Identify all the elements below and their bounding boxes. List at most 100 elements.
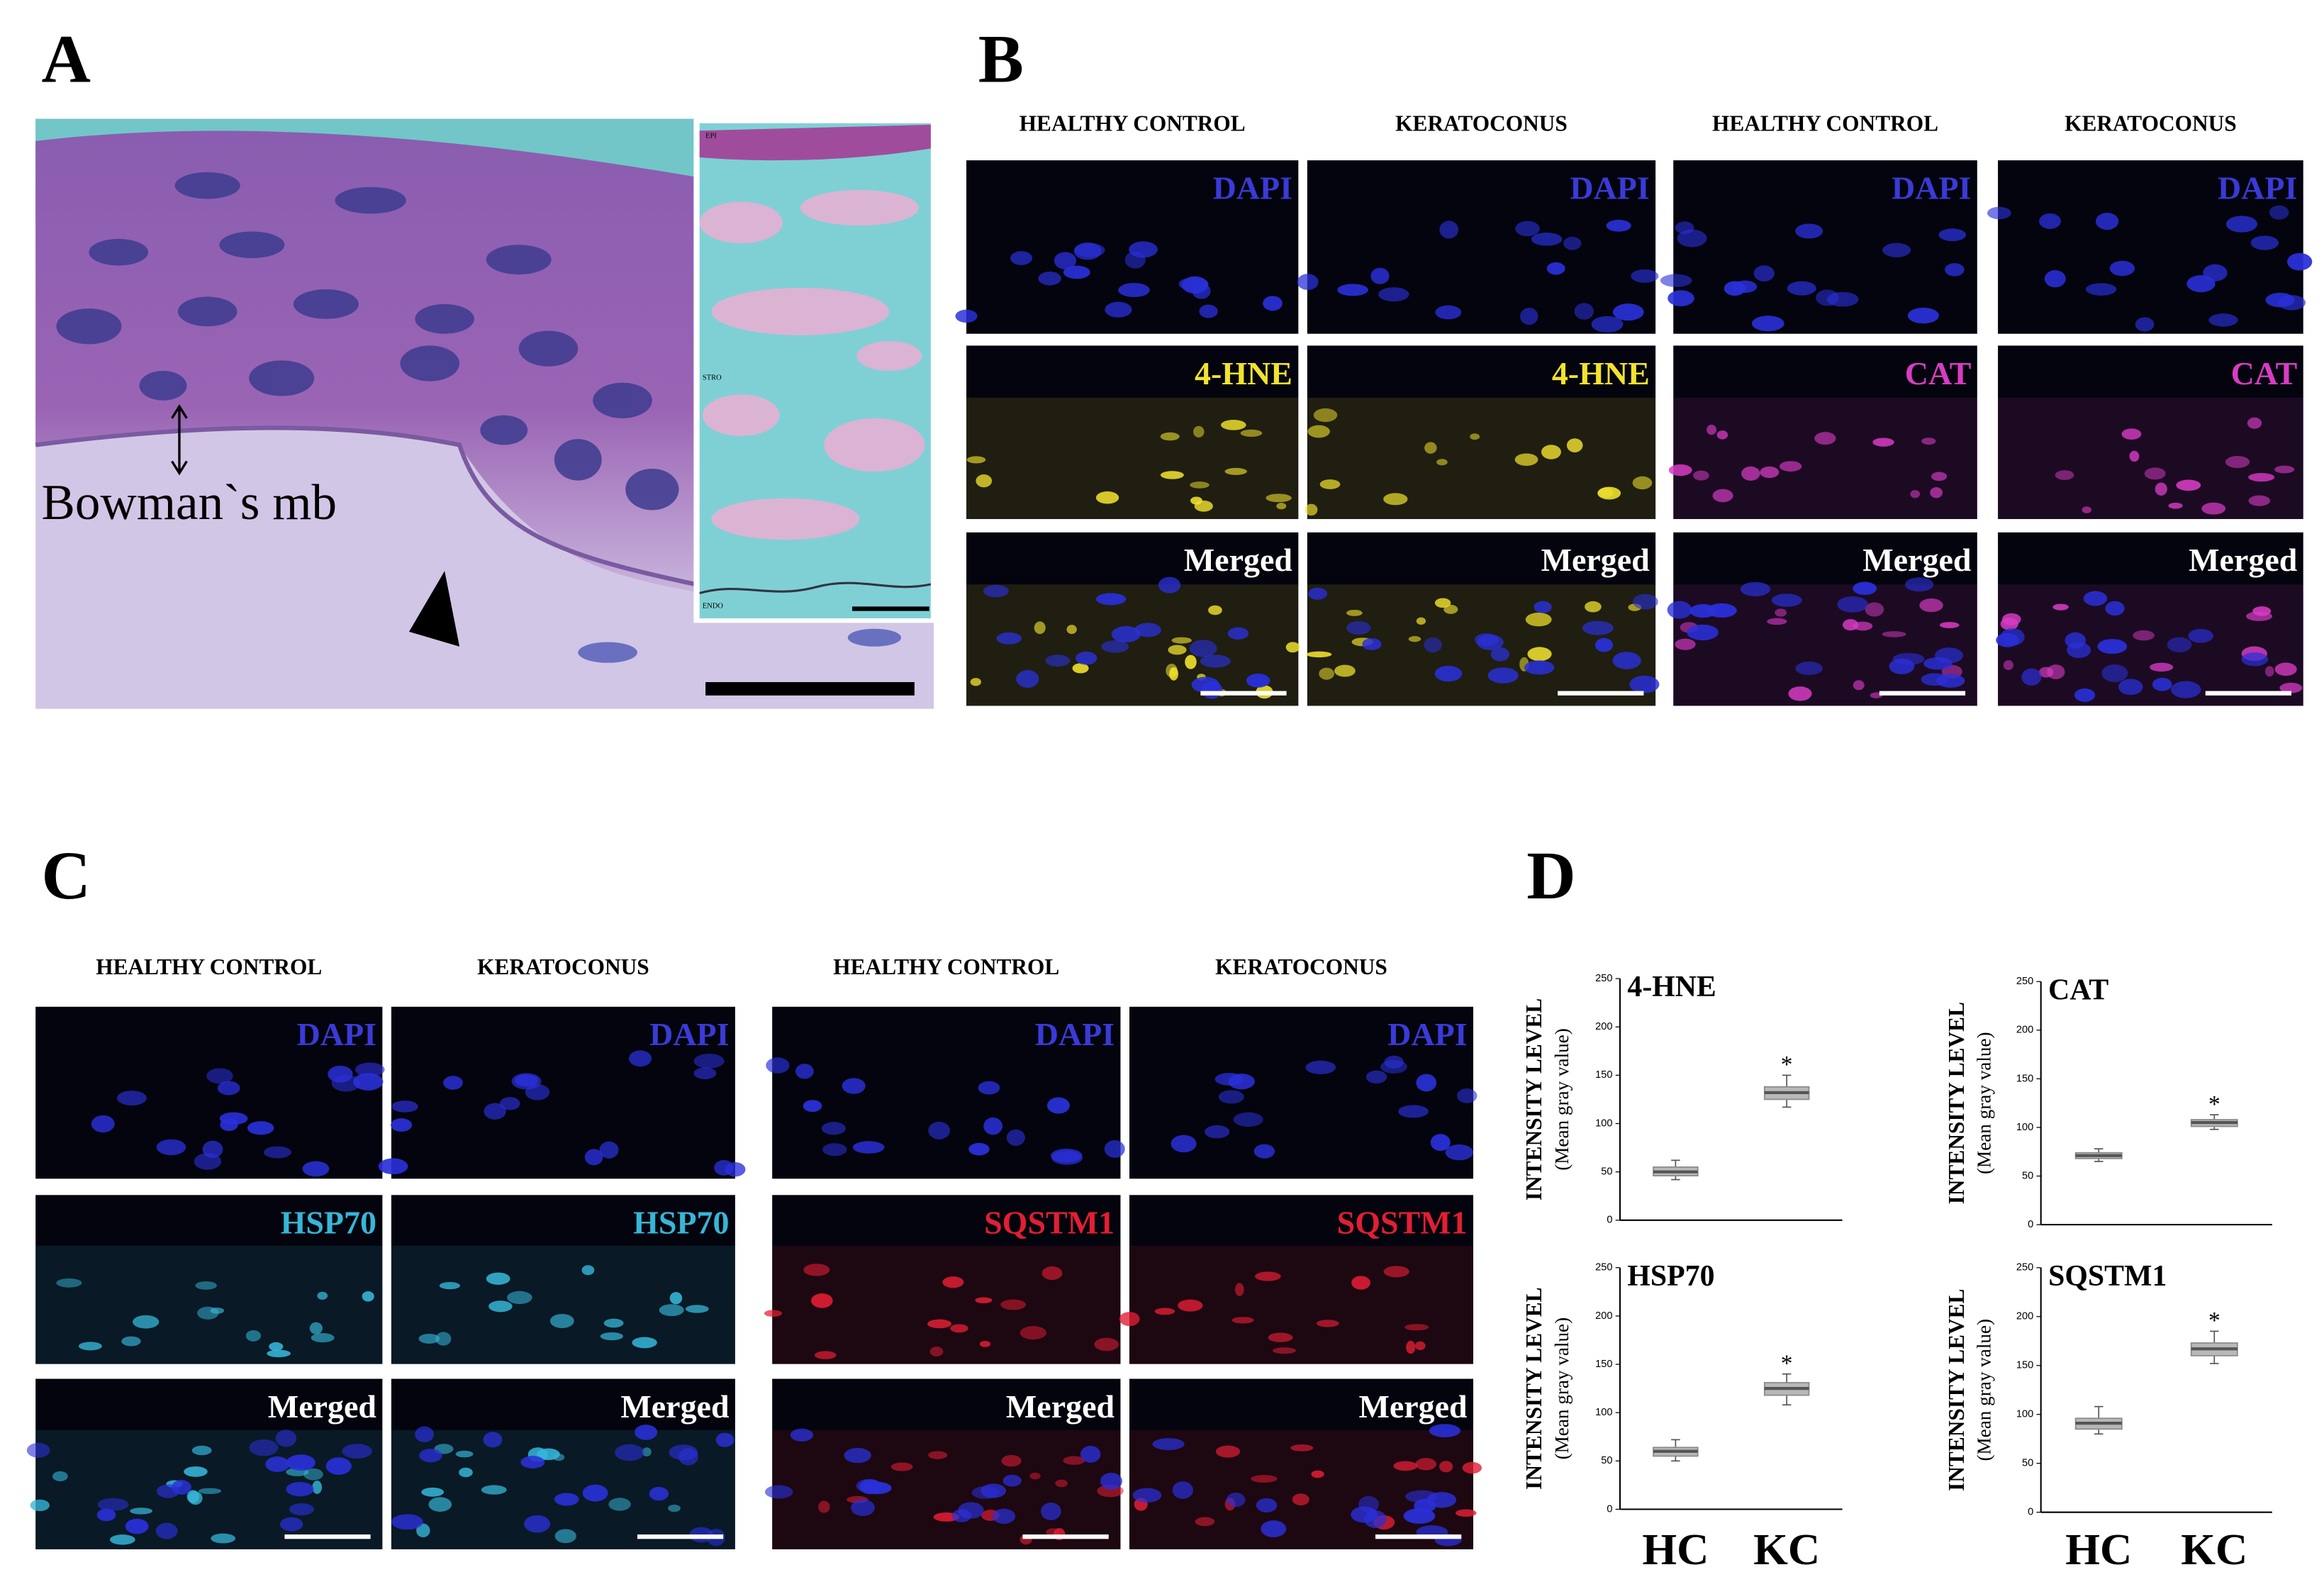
nucleus (1041, 1503, 1061, 1520)
micrograph: CAT (1668, 345, 1977, 520)
nucleus (2167, 637, 2192, 653)
stain-spot (2133, 630, 2155, 641)
nucleus (1751, 316, 1784, 332)
stain-spot (1290, 1444, 1314, 1451)
stain-spot (1351, 1276, 1370, 1290)
stain-spot (56, 1278, 82, 1288)
stain-label: CAT (1905, 355, 1972, 391)
y-tick-label: 250 (2016, 976, 2033, 987)
y-tick-label: 250 (1595, 973, 1612, 984)
nucleus (1424, 637, 1442, 653)
stain-spot (1311, 1470, 1324, 1478)
nucleus (1370, 267, 1390, 284)
stain-spot (1438, 1461, 1453, 1473)
y-axis-label: INTENSITY LEVEL (1521, 1287, 1546, 1489)
stain-spot (199, 1488, 222, 1495)
stain-spot (109, 1534, 135, 1545)
micrograph-bg (1307, 160, 1656, 334)
nucleus (1515, 221, 1540, 237)
micrograph-bg (1129, 1195, 1474, 1364)
nucleus (2152, 677, 2172, 691)
stain-spot (814, 1351, 837, 1359)
stain-spot (2055, 470, 2074, 480)
stain-label: CAT (2231, 355, 2298, 391)
nucleus (635, 1425, 658, 1440)
nucleus (992, 1508, 1016, 1525)
nucleus (582, 1484, 608, 1502)
stain-spot (1931, 472, 1948, 481)
stain-haze (1307, 397, 1656, 520)
y-tick-label: 200 (2016, 1025, 2033, 1036)
nucleus (2000, 628, 2025, 646)
micrograph-bg (1998, 160, 2303, 334)
nucleus (1935, 674, 1965, 688)
nucleus (391, 1100, 418, 1113)
nucleus (714, 1159, 734, 1176)
nucleus (1205, 1125, 1230, 1139)
stain-spot (1254, 1271, 1281, 1281)
nucleus (2208, 313, 2238, 327)
stain-spot (1154, 1308, 1175, 1315)
nucleus (26, 1442, 50, 1458)
nucleus (2096, 213, 2119, 230)
nucleus (1253, 1144, 1275, 1159)
nucleus (1546, 262, 1565, 275)
stain-spot (970, 678, 981, 686)
stain-spot (1234, 1283, 1244, 1297)
nucleus (1134, 623, 1161, 637)
stain-spot (1034, 621, 1046, 635)
stain-label: HSP70 (633, 1205, 729, 1241)
nucleus (1307, 587, 1328, 600)
nucleus (116, 1091, 147, 1106)
nucleus (1080, 1445, 1101, 1463)
nucleus (155, 1522, 178, 1539)
nucleus (978, 1081, 1000, 1095)
nucleus (554, 1493, 579, 1506)
stain-spot (1195, 1517, 1215, 1527)
micrograph: Merged (1129, 1378, 1482, 1549)
nucleus (851, 1499, 875, 1517)
nucleus (1594, 637, 1614, 652)
y-tick-label: 100 (2016, 1122, 2033, 1133)
x-tick-label: HC (1642, 1525, 1709, 1574)
nucleus (1439, 221, 1459, 239)
stain-spot (1716, 430, 1728, 440)
stain-spot (2248, 495, 2271, 506)
stain-spot (2246, 611, 2273, 621)
y-tick-label: 150 (2016, 1073, 2033, 1084)
stain-haze (966, 397, 1299, 520)
stain-spot (2082, 506, 2091, 513)
stain-spot (439, 1282, 461, 1290)
stain-spot (1760, 466, 1780, 479)
scale-bar (1022, 1534, 1109, 1539)
stain-spot (1455, 1509, 1477, 1517)
nucleus (265, 1456, 290, 1473)
stain-spot (1939, 622, 1960, 628)
stain-spot (211, 1533, 236, 1544)
nucleus (249, 1439, 279, 1456)
micrograph: DAPI (955, 160, 1299, 334)
nucleus (2250, 235, 2279, 250)
stain-spot (817, 1500, 830, 1513)
stain-label: DAPI (1892, 169, 1971, 206)
stain-spot (2248, 472, 2275, 482)
stain-spot (459, 1467, 473, 1478)
nucleus (2170, 681, 2201, 698)
scale-bar (1558, 691, 1644, 696)
stain-spot (979, 1340, 991, 1347)
stain-spot (1285, 642, 1300, 653)
nucleus (1740, 581, 1771, 596)
nucleus (958, 1502, 984, 1519)
nucleus (1430, 1134, 1451, 1152)
nucleus (1346, 620, 1371, 635)
stain-spot (942, 1276, 964, 1288)
micrograph: SQSTM1 (1119, 1195, 1474, 1364)
stain-spot (1525, 612, 1552, 627)
nucleus (1038, 272, 1061, 286)
stain-spot (30, 1499, 50, 1512)
y-tick-label: 0 (2028, 1219, 2033, 1230)
stain-spot (267, 1349, 291, 1358)
stain-spot (1194, 500, 1213, 512)
panel-label: B (978, 21, 1024, 96)
nucleus (483, 1432, 503, 1448)
